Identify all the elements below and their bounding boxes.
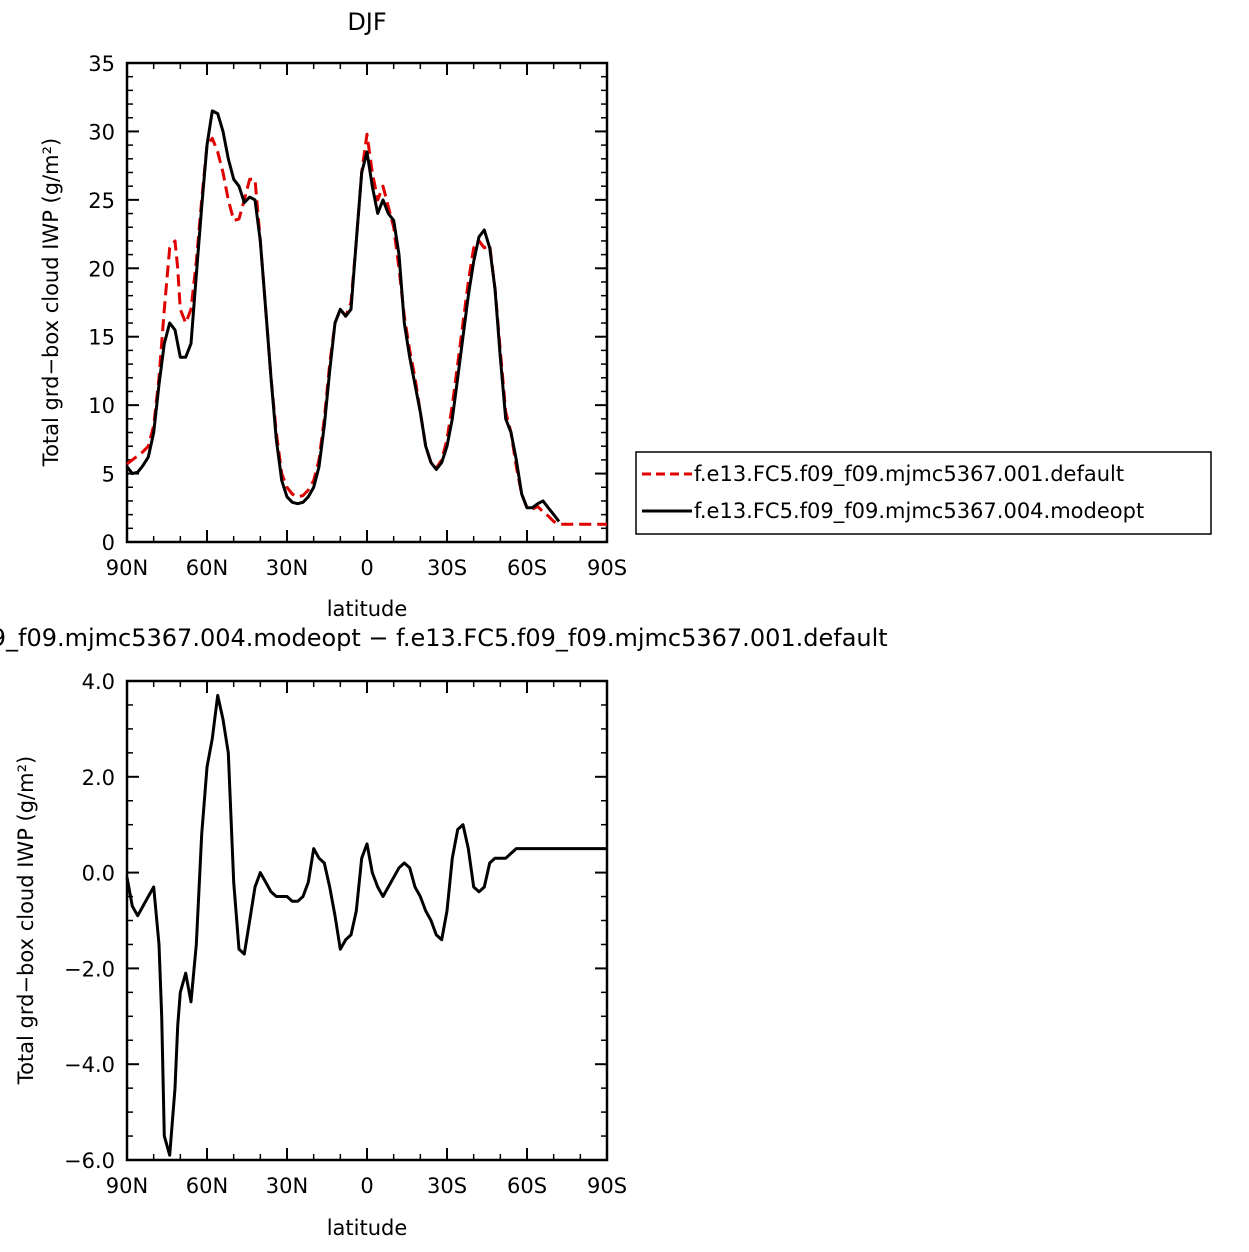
top-x-tick-label: 90S: [587, 556, 627, 580]
top-series-line-modeopt: [125, 109, 561, 523]
top-x-tick-label: 30S: [427, 556, 467, 580]
top-x-axis-title: latitude: [327, 597, 408, 621]
bottom-series-line-difference: [125, 693, 607, 1157]
top-series-line-default: [126, 132, 607, 526]
bottom-y-tick-label: −6.0: [64, 1149, 115, 1173]
bottom-y-tick-label: −4.0: [64, 1053, 115, 1077]
bottom-series-group: [125, 693, 607, 1157]
top-y-tick-label: 15: [88, 326, 115, 350]
top-x-tick-label: 0: [360, 556, 373, 580]
bottom-y-tick-label: 4.0: [82, 670, 115, 694]
bottom-x-tick-label: 90N: [106, 1174, 148, 1198]
bottom-x-tick-label: 60N: [186, 1174, 228, 1198]
bottom-x-tick-label: 90S: [587, 1174, 627, 1198]
bottom-x-axis-title: latitude: [327, 1216, 408, 1240]
top-x-tick-label: 90N: [106, 556, 148, 580]
bottom-x-tick-label: 30N: [266, 1174, 308, 1198]
bottom-plot-frame: [125, 679, 609, 1162]
top-y-tick-label: 20: [88, 257, 115, 281]
bottom-chart-title: f.e13.FC5.f09_f09.mjmc5367.004.modeopt −…: [0, 624, 888, 652]
top-series-group: [125, 109, 607, 526]
legend-box: [635, 451, 1212, 535]
bottom-y-tick-label: 0.0: [82, 862, 115, 886]
legend-label-modeopt: f.e13.FC5.f09_f09.mjmc5367.004.modeopt: [694, 499, 1144, 524]
bottom-y-axis-title: Total grd−box cloud IWP (g/m²): [14, 756, 38, 1085]
bottom-y-tick-label: 2.0: [82, 766, 115, 790]
legend-label-default: f.e13.FC5.f09_f09.mjmc5367.001.default: [694, 462, 1124, 487]
top-chart-title: DJF: [347, 8, 386, 36]
top-ticks: 90N 60N 30N 0 30S 60S 90S 0 5 10 15 20 25 30 35: [88, 52, 627, 580]
top-y-tick-label: 0: [102, 531, 115, 555]
bottom-ticks: 90N 60N 30N 0 30S 60S 90S −6.0 −4.0 −2.0 0.0 2.0 4.0: [64, 670, 627, 1198]
top-y-tick-label: 5: [102, 463, 115, 487]
top-panel: DJF 90N 60N 30N 0 30S 60S 90S 0 5 10 15 20 25 30 35 la…: [39, 8, 627, 621]
top-y-tick-label: 10: [88, 394, 115, 418]
bottom-y-tick-label: −2.0: [64, 957, 115, 981]
top-y-axis-title: Total grd−box cloud IWP (g/m²): [39, 138, 63, 467]
top-y-tick-label: 30: [88, 120, 115, 144]
bottom-x-tick-label: 0: [360, 1174, 373, 1198]
bottom-panel: f.e13.FC5.f09_f09.mjmc5367.004.modeopt −…: [0, 624, 888, 1240]
top-x-tick-label: 30N: [266, 556, 308, 580]
top-y-tick-label: 35: [88, 52, 115, 76]
top-x-tick-label: 60N: [186, 556, 228, 580]
bottom-x-tick-label: 30S: [427, 1174, 467, 1198]
bottom-x-tick-label: 60S: [507, 1174, 547, 1198]
legend: f.e13.FC5.f09_f09.mjmc5367.001.default f…: [635, 451, 1212, 535]
top-x-tick-label: 60S: [507, 556, 547, 580]
top-y-tick-label: 25: [88, 189, 115, 213]
